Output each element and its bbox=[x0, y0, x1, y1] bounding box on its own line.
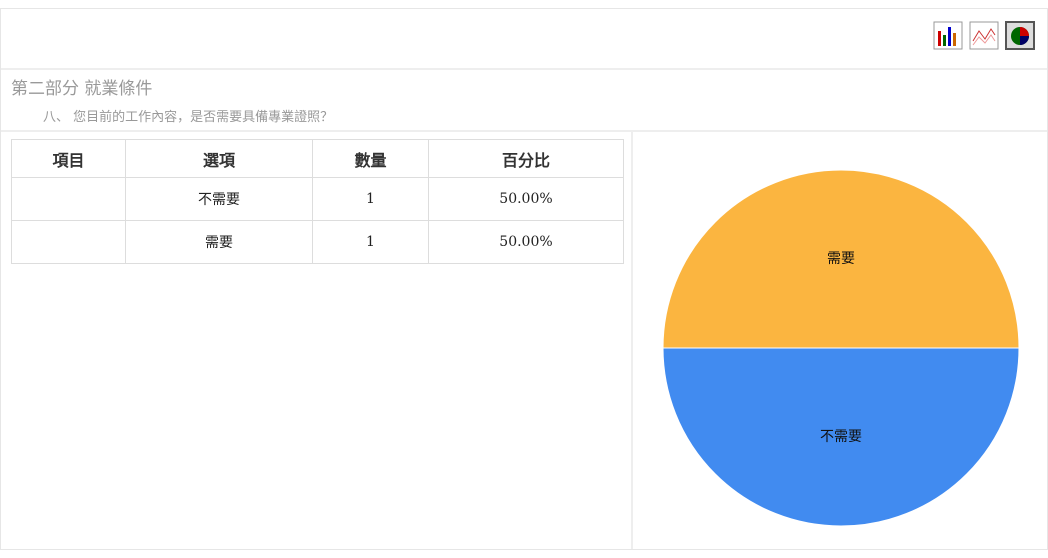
section-title: 第二部分 就業條件 bbox=[11, 79, 153, 99]
column-header: 百分比 bbox=[428, 139, 624, 178]
header-row: 項目 選項 數量 百分比 bbox=[11, 139, 624, 178]
table-row: 不需要 1 50.00% bbox=[11, 177, 624, 221]
column-header: 項目 bbox=[11, 139, 126, 178]
header: 第二部分 就業條件 八、 您目前的工作內容，是否需要具備專業證照？ bbox=[1, 70, 1047, 132]
panel: 第二部分 就業條件 八、 您目前的工作內容，是否需要具備專業證照？ 項目 選項 數量… bbox=[0, 8, 1048, 550]
table-row: 需要 1 50.00% bbox=[11, 220, 624, 264]
item-cell bbox=[11, 220, 126, 264]
column-header: 數量 bbox=[312, 139, 429, 178]
table-area: 項目 選項 數量 百分比 不需要 1 50.00% 需要 1 50.00% bbox=[1, 132, 633, 549]
item-cell bbox=[11, 177, 126, 221]
chart-icons bbox=[933, 21, 1035, 50]
result-table: 項目 選項 數量 百分比 不需要 1 50.00% 需要 1 50.00% bbox=[11, 139, 624, 264]
percent-cell: 50.00% bbox=[428, 177, 624, 221]
column-header: 選項 bbox=[125, 139, 313, 178]
count-cell: 1 bbox=[312, 220, 429, 264]
option-cell: 需要 bbox=[125, 220, 313, 264]
pie-slice bbox=[662, 169, 1020, 349]
slice-label: 需要 bbox=[827, 251, 855, 267]
chart-area: 不需要 需要 bbox=[633, 132, 1047, 549]
count-cell: 1 bbox=[312, 177, 429, 221]
pie-slice bbox=[662, 347, 1020, 527]
slice-label: 不需要 bbox=[820, 429, 862, 445]
percent-cell: 50.00% bbox=[428, 220, 624, 264]
toolbar bbox=[1, 9, 1047, 70]
pie-chart-icon[interactable] bbox=[1005, 21, 1035, 50]
bar-chart-icon[interactable] bbox=[933, 21, 963, 50]
option-cell: 不需要 bbox=[125, 177, 313, 221]
line-chart-icon[interactable] bbox=[969, 21, 999, 50]
question: 八、 您目前的工作內容，是否需要具備專業證照？ bbox=[43, 110, 334, 125]
